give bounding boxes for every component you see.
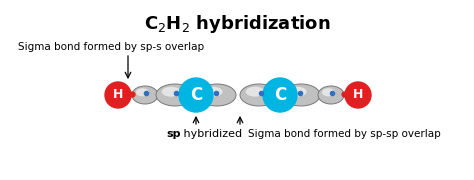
Ellipse shape [318,86,344,104]
Ellipse shape [288,87,307,97]
Ellipse shape [132,86,158,104]
Ellipse shape [282,84,320,106]
Ellipse shape [204,87,223,97]
Ellipse shape [240,84,278,106]
Text: hybridized: hybridized [180,129,242,139]
Text: Sigma bond formed by sp-sp overlap: Sigma bond formed by sp-sp overlap [248,129,441,139]
Ellipse shape [162,87,181,97]
Text: C: C [274,86,286,104]
Ellipse shape [322,88,335,96]
Circle shape [263,78,297,112]
Text: H: H [353,89,363,102]
Text: H: H [113,89,123,102]
Ellipse shape [156,84,194,106]
Text: sp: sp [166,129,181,139]
Ellipse shape [136,88,149,96]
Ellipse shape [198,84,236,106]
Circle shape [345,82,371,108]
Text: C: C [190,86,202,104]
Circle shape [105,82,131,108]
Text: C$_2$H$_2$ hybridization: C$_2$H$_2$ hybridization [144,13,330,35]
Text: Sigma bond formed by sp-s overlap: Sigma bond formed by sp-s overlap [18,42,204,52]
Ellipse shape [246,87,264,97]
Circle shape [179,78,213,112]
